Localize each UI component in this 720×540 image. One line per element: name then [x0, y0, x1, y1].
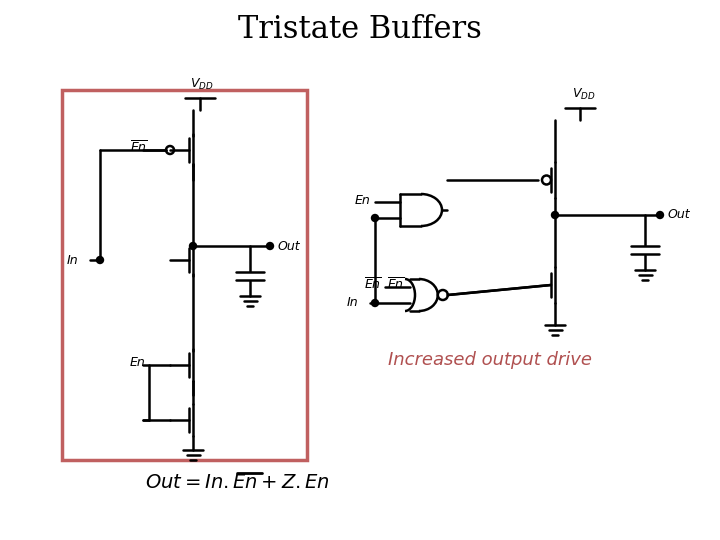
Text: En: En [130, 356, 145, 369]
Text: $V_{DD}$: $V_{DD}$ [190, 77, 214, 92]
Circle shape [552, 212, 559, 219]
Text: Tristate Buffers: Tristate Buffers [238, 15, 482, 45]
Circle shape [372, 300, 379, 307]
Text: In: In [346, 296, 358, 309]
Text: In: In [66, 253, 78, 267]
Circle shape [189, 242, 197, 249]
Text: Increased output drive: Increased output drive [388, 351, 592, 369]
Circle shape [657, 212, 664, 219]
Text: $\mathit{Out = In.En + Z.En}$: $\mathit{Out = In.En + Z.En}$ [145, 472, 330, 491]
Text: Out: Out [668, 208, 690, 221]
Text: $\overline{En}$: $\overline{En}$ [130, 140, 148, 156]
Text: En: En [354, 193, 370, 206]
Circle shape [266, 242, 274, 249]
Text: Out: Out [278, 240, 301, 253]
Text: $\overline{En}$: $\overline{En}$ [364, 277, 382, 293]
Text: $\overline{En}$: $\overline{En}$ [387, 277, 405, 293]
Circle shape [96, 256, 104, 264]
Circle shape [372, 214, 379, 221]
Text: $V_{DD}$: $V_{DD}$ [572, 87, 595, 102]
